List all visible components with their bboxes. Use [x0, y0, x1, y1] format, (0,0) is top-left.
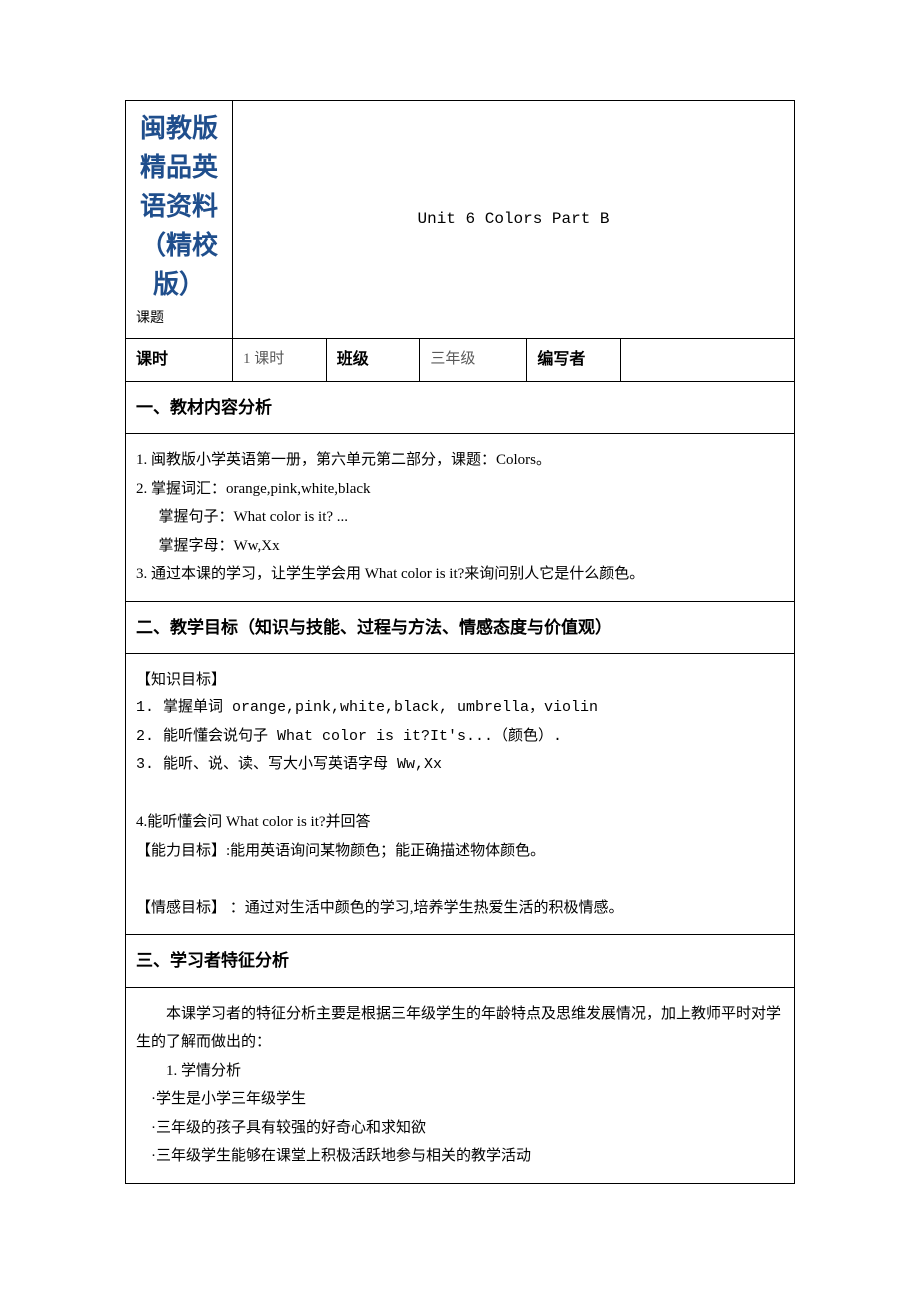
class-hours-value: 1 课时	[233, 339, 327, 382]
topic-label: 课题	[136, 308, 222, 330]
section2-content: 【知识目标】 1. 掌握单词 orange,pink,white,black, …	[126, 653, 795, 935]
s1-line2: 2. 掌握词汇：orange,pink,white,black	[136, 475, 784, 504]
emotion-line: 【情感目标】 ：通过对生活中颜色的学习,培养学生热爱生活的积极情感。	[136, 894, 784, 923]
s3-b2: ·三年级的孩子具有较强的好奇心和求知欲	[136, 1114, 784, 1143]
meta-row: 课时 1 课时 班级 三年级 编写者	[126, 339, 795, 382]
class-hours-label: 课时	[126, 339, 233, 382]
section2-content-row: 【知识目标】 1. 掌握单词 orange,pink,white,black, …	[126, 653, 795, 935]
s2-k4: 4.能听懂会问 What color is it?并回答	[136, 808, 784, 837]
title-row: 闽教版精品英语资料（精校版） 课题 Unit 6 Colors Part B	[126, 101, 795, 339]
section3-content-row: 本课学习者的特征分析主要是根据三年级学生的年龄特点及思维发展情况，加上教师平时对…	[126, 987, 795, 1183]
section2-header-row: 二、教学目标（知识与技能、过程与方法、情感态度与价值观）	[126, 601, 795, 653]
ability-title: 【能力目标】	[136, 843, 226, 859]
emotion-title: 【情感目标】	[136, 900, 226, 916]
ability-line: 【能力目标】:能用英语询问某物颜色；能正确描述物体颜色。	[136, 837, 784, 866]
section3-header-row: 三、学习者特征分析	[126, 935, 795, 987]
s1-line5: 3. 通过本课的学习，让学生学会用 What color is it?来询问别人…	[136, 560, 784, 589]
s3-intro: 本课学习者的特征分析主要是根据三年级学生的年龄特点及思维发展情况，加上教师平时对…	[136, 1000, 784, 1057]
s1-line4: 掌握字母：Ww,Xx	[136, 532, 784, 561]
s2-k2: 2. 能听懂会说句子 What color is it?It's...（颜色）.	[136, 723, 784, 752]
s2-k3: 3. 能听、说、读、写大小写英语字母 Ww,Xx	[136, 751, 784, 780]
s1-line3: 掌握句子：What color is it? ...	[136, 503, 784, 532]
brand-topic-cell: 闽教版精品英语资料（精校版） 课题	[126, 101, 233, 339]
brand-title: 闽教版精品英语资料（精校版）	[136, 109, 222, 304]
section1-heading: 一、教材内容分析	[126, 381, 795, 433]
ability-text: :能用英语询问某物颜色；能正确描述物体颜色。	[226, 843, 545, 859]
class-label: 班级	[326, 339, 420, 382]
section1-header-row: 一、教材内容分析	[126, 381, 795, 433]
section1-content: 1. 闽教版小学英语第一册，第六单元第二部分，课题：Colors。 2. 掌握词…	[126, 434, 795, 602]
section3-content: 本课学习者的特征分析主要是根据三年级学生的年龄特点及思维发展情况，加上教师平时对…	[126, 987, 795, 1183]
section3-heading: 三、学习者特征分析	[126, 935, 795, 987]
section1-content-row: 1. 闽教版小学英语第一册，第六单元第二部分，课题：Colors。 2. 掌握词…	[126, 434, 795, 602]
s3-b1: ·学生是小学三年级学生	[136, 1085, 784, 1114]
author-label: 编写者	[527, 339, 621, 382]
unit-title: Unit 6 Colors Part B	[233, 101, 795, 339]
author-value	[621, 339, 795, 382]
s3-sub1: 1. 学情分析	[136, 1057, 784, 1086]
s2-k1: 1. 掌握单词 orange,pink,white,black, umbrell…	[136, 694, 784, 723]
s3-b3: ·三年级学生能够在课堂上积极活跃地参与相关的教学活动	[136, 1142, 784, 1171]
knowledge-title: 【知识目标】	[136, 666, 784, 695]
emotion-text: ：通过对生活中颜色的学习,培养学生热爱生活的积极情感。	[226, 900, 624, 916]
s1-line1: 1. 闽教版小学英语第一册，第六单元第二部分，课题：Colors。	[136, 446, 784, 475]
section2-heading: 二、教学目标（知识与技能、过程与方法、情感态度与价值观）	[126, 601, 795, 653]
lesson-plan-table: 闽教版精品英语资料（精校版） 课题 Unit 6 Colors Part B 课…	[125, 100, 795, 1184]
class-value: 三年级	[420, 339, 527, 382]
